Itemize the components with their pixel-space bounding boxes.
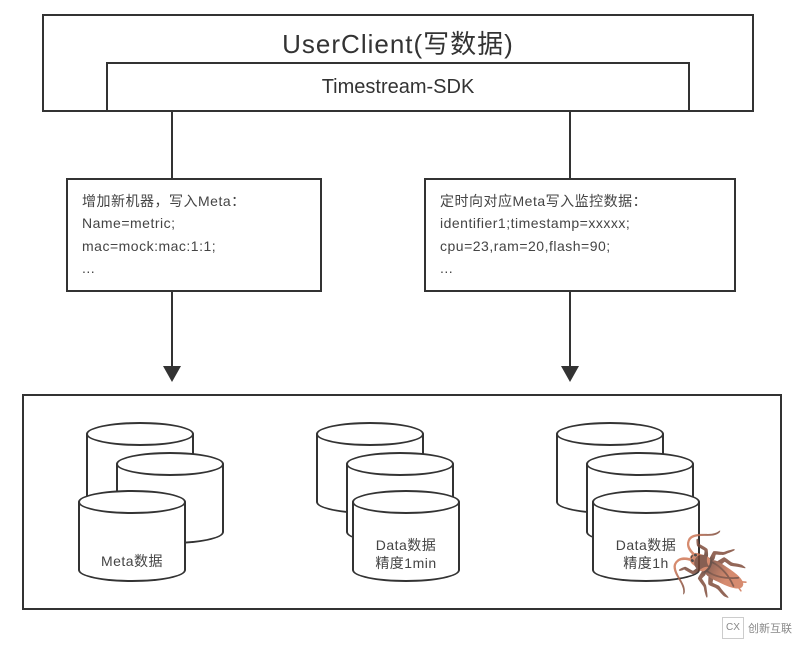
- sdk-title: Timestream-SDK: [322, 76, 475, 99]
- sdk-box: Timestream-SDK: [106, 62, 690, 112]
- cylinder-label: Meta数据: [78, 552, 186, 570]
- note-left: 增加新机器，写入Meta： Name=metric; mac=mock:mac:…: [66, 178, 322, 292]
- cylinder-meta-2: Meta数据: [78, 490, 186, 582]
- userclient-title: UserClient(写数据): [44, 24, 752, 61]
- note-right: 定时向对应Meta写入监控数据： identifier1;timestamp=x…: [424, 178, 736, 292]
- arrow-left-head: [163, 366, 181, 382]
- cylinder-data-1min-2: Data数据 精度1min: [352, 490, 460, 582]
- cylinder-label: Data数据 精度1min: [352, 536, 460, 572]
- brand-logo: CX 创新互联: [722, 617, 792, 639]
- brand-text: 创新互联: [748, 620, 792, 636]
- brand-mark: CX: [722, 617, 744, 639]
- arrow-right-head: [561, 366, 579, 382]
